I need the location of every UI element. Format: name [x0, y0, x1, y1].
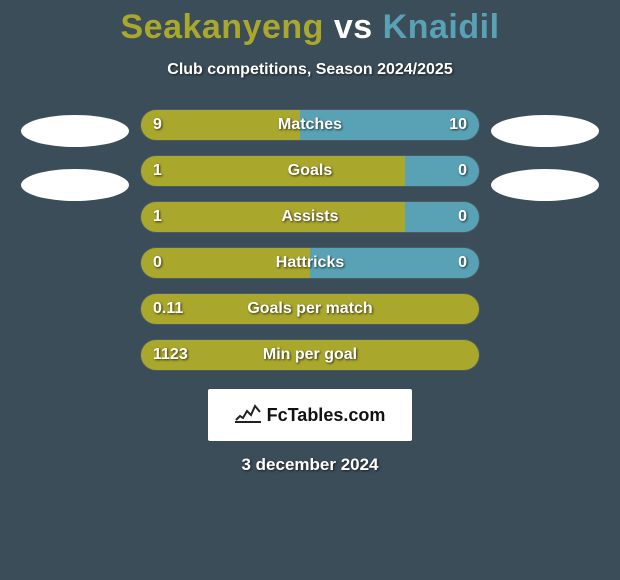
stat-bar-label: Assists — [282, 208, 339, 226]
player2-marker — [491, 115, 599, 147]
stat-bar: Matches 9 10 — [140, 109, 480, 141]
stat-bar-value-left: 0.11 — [153, 300, 183, 318]
stat-bar-value-left: 1 — [153, 162, 162, 180]
stat-bar-value-left: 0 — [153, 254, 162, 272]
player2-marker — [491, 169, 599, 201]
stat-bar-left — [141, 156, 405, 186]
stat-bar: Goals per match 0.11 — [140, 293, 480, 325]
stat-bar-label: Min per goal — [263, 346, 357, 364]
stat-bar-right — [405, 156, 479, 186]
stat-bar-value-right: 0 — [458, 254, 467, 272]
comparison-infographic: Seakanyeng vs Knaidil Club competitions,… — [0, 0, 620, 580]
stat-bar-left — [141, 110, 300, 140]
source-label: FcTables.com — [267, 405, 386, 426]
stat-bar-left — [141, 202, 405, 232]
title-vs: vs — [334, 8, 373, 46]
stat-bar: Min per goal 1123 — [140, 339, 480, 371]
stat-bar-right — [405, 202, 479, 232]
player1-marker — [21, 169, 129, 201]
source-badge[interactable]: FcTables.com — [208, 389, 412, 441]
stat-bar-value-left: 1 — [153, 208, 162, 226]
left-oval-column — [10, 109, 140, 201]
stat-bar-label: Goals — [288, 162, 332, 180]
stat-bar-value-right: 10 — [449, 116, 467, 134]
subtitle: Club competitions, Season 2024/2025 — [167, 61, 452, 79]
chart-icon — [235, 403, 261, 428]
title-player1: Seakanyeng — [120, 8, 323, 46]
right-oval-column — [480, 109, 610, 201]
stat-bar-label: Matches — [278, 116, 342, 134]
stat-bar-value-left: 1123 — [153, 346, 188, 364]
stat-bar-label: Goals per match — [247, 300, 372, 318]
stat-bar-value-right: 0 — [458, 162, 467, 180]
stat-bar-label: Hattricks — [276, 254, 344, 272]
title-player2: Knaidil — [383, 8, 500, 46]
page-title: Seakanyeng vs Knaidil — [120, 8, 499, 47]
stat-bar-value-right: 0 — [458, 208, 467, 226]
footer-date: 3 december 2024 — [241, 455, 378, 475]
stat-bar: Hattricks 0 0 — [140, 247, 480, 279]
stat-bar-value-left: 9 — [153, 116, 162, 134]
stat-bar: Goals 1 0 — [140, 155, 480, 187]
player1-marker — [21, 115, 129, 147]
stat-bars: Matches910Goals10Assists10Hattricks00Goa… — [140, 109, 480, 371]
stat-bar: Assists 1 0 — [140, 201, 480, 233]
content-row: Matches910Goals10Assists10Hattricks00Goa… — [0, 109, 620, 371]
